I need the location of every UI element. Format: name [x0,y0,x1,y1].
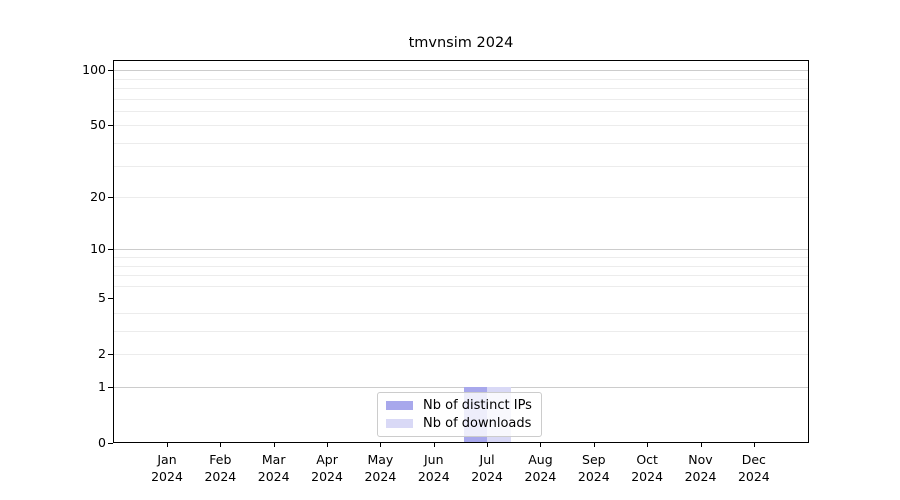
x-tick-month: Nov [688,452,713,467]
y-tick-mark [108,249,113,251]
x-tick-label: Oct 2024 [615,451,679,485]
x-tick-mark [487,443,489,447]
x-tick-mark [380,443,382,447]
y-tick-mark [108,125,113,127]
legend-swatch-downloads [386,419,413,428]
x-tick-mark [327,443,329,447]
x-tick-mark [753,443,755,447]
y-tick-label: 50 [90,117,106,133]
x-tick-mark [433,443,435,447]
minor-gridline [113,197,809,199]
x-tick-month: Oct [636,452,658,467]
y-tick-label: 1 [98,379,106,394]
legend-label-distinct-ips: Nb of distinct IPs [423,398,532,413]
x-tick-label: Nov 2024 [669,451,733,485]
legend-item-distinct-ips: Nb of distinct IPs [386,398,532,413]
x-tick-year: 2024 [631,469,664,484]
y-tick-mark [108,387,113,388]
major-gridline [113,249,809,251]
x-tick-month: Dec [741,452,766,467]
y-tick-label: 20 [90,189,106,205]
y-tick-mark [108,354,113,356]
x-tick-year: 2024 [684,469,717,484]
x-tick-month: Apr [316,452,338,467]
major-gridline [113,387,809,388]
x-tick-year: 2024 [311,469,343,484]
x-tick-month: Jun [423,452,444,467]
x-tick-mark [540,443,542,447]
minor-gridline [113,165,809,167]
y-tick-label: 5 [98,290,106,306]
x-tick-label: Jul 2024 [455,451,519,485]
legend: Nb of distinct IPs Nb of downloads [377,392,542,437]
x-tick-mark [220,443,222,447]
y-tick-mark [108,70,113,72]
x-tick-label: Apr 2024 [295,451,359,485]
x-tick-year: 2024 [737,469,770,484]
x-tick-year: 2024 [577,469,610,484]
minor-gridline [113,331,809,333]
minor-gridline [113,88,809,90]
minor-gridline [113,354,809,356]
minor-gridline [113,125,809,127]
x-tick-mark [167,443,168,447]
x-tick-mark [647,443,649,447]
x-tick-month: Feb [209,452,232,467]
x-tick-month: May [367,452,394,467]
x-tick-label: Jun 2024 [402,451,466,485]
x-tick-month: Mar [261,452,286,467]
x-tick-label: Dec 2024 [722,451,786,485]
x-tick-label: Aug 2024 [508,451,572,485]
legend-swatch-distinct-ips [386,401,413,410]
x-tick-year: 2024 [257,469,290,484]
legend-label-downloads: Nb of downloads [423,416,532,431]
major-gridline [113,70,809,72]
y-tick-label: 2 [98,346,106,362]
y-tick-label: 0 [98,435,106,450]
y-tick-mark [108,197,113,199]
x-tick-month: Jan [157,452,177,467]
x-tick-year: 2024 [524,469,557,484]
x-tick-year: 2024 [417,469,450,484]
x-tick-month: Jul [479,452,495,467]
x-tick-mark [593,443,595,447]
minor-gridline [113,275,809,277]
x-tick-label: Sep 2024 [562,451,626,485]
x-tick-mark [700,443,702,447]
y-tick-label: 100 [82,62,106,78]
minor-gridline [113,110,809,112]
x-tick-month: Sep [582,452,606,467]
x-tick-month: Aug [528,452,553,467]
x-tick-label: Mar 2024 [242,451,306,485]
x-tick-year: 2024 [151,469,183,484]
minor-gridline [113,143,809,145]
y-tick-label: 10 [90,241,106,257]
minor-gridline [113,312,809,314]
x-tick-year: 2024 [204,469,237,484]
minor-gridline [113,257,809,258]
x-tick-year: 2024 [471,469,503,484]
y-tick-mark [108,443,113,444]
minor-gridline [113,285,809,287]
x-tick-label: May 2024 [348,451,412,485]
minor-gridline [113,265,809,267]
chart-title: tmvnsim 2024 [408,35,514,51]
x-tick-label: Feb 2024 [188,451,252,485]
y-tick-mark [108,298,113,300]
legend-item-downloads: Nb of downloads [386,416,532,431]
x-tick-year: 2024 [364,469,397,484]
plot-area [113,60,809,443]
x-tick-label: Jan 2024 [135,451,199,485]
minor-gridline [113,78,809,80]
minor-gridline [113,98,809,100]
x-tick-mark [273,443,275,447]
